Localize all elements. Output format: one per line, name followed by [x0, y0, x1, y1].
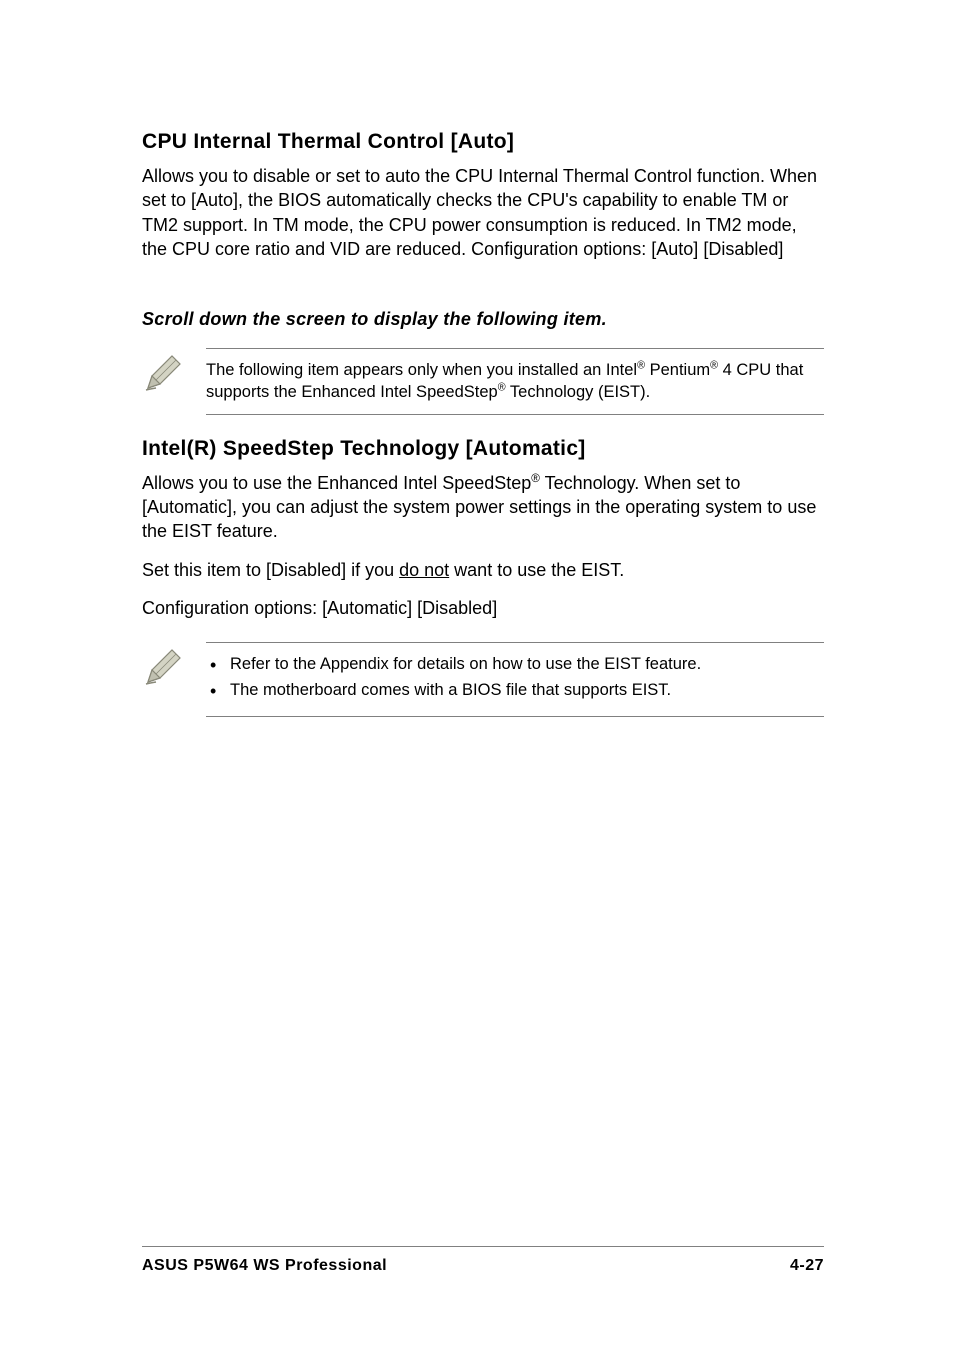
- page-content: CPU Internal Thermal Control [Auto] Allo…: [0, 0, 954, 717]
- section2: Intel(R) SpeedStep Technology [Automatic…: [142, 437, 824, 620]
- note2-bullet1: Refer to the Appendix for details on how…: [230, 653, 824, 675]
- reg-mark: ®: [710, 360, 718, 372]
- note1-mid: Pentium: [645, 361, 710, 379]
- footer-right: 4-27: [790, 1257, 824, 1275]
- note1-text: The following item appears only when you…: [206, 348, 824, 415]
- section2-body3: Configuration options: [Automatic] [Disa…: [142, 596, 824, 620]
- scroll-subheading: Scroll down the screen to display the fo…: [142, 309, 824, 330]
- section1-heading: CPU Internal Thermal Control [Auto]: [142, 130, 824, 154]
- section2-heading: Intel(R) SpeedStep Technology [Automatic…: [142, 437, 824, 461]
- note-block-2: Refer to the Appendix for details on how…: [142, 642, 824, 717]
- note2-bullet2: The motherboard comes with a BIOS file t…: [230, 679, 824, 701]
- note2-text: Refer to the Appendix for details on how…: [206, 642, 824, 717]
- pencil-icon: [142, 352, 184, 394]
- section1-body: Allows you to disable or set to auto the…: [142, 164, 824, 261]
- note1-pre: The following item appears only when you…: [206, 361, 637, 379]
- body2-post: want to use the EIST.: [449, 560, 624, 580]
- note1-tail: Technology (EIST).: [506, 383, 651, 401]
- section2-body2: Set this item to [Disabled] if you do no…: [142, 558, 824, 582]
- body2-underline: do not: [399, 560, 449, 580]
- page-footer: ASUS P5W64 WS Professional 4-27: [142, 1246, 824, 1275]
- reg-mark: ®: [531, 472, 540, 485]
- reg-mark: ®: [498, 382, 506, 394]
- footer-left: ASUS P5W64 WS Professional: [142, 1257, 387, 1275]
- section2-body1: Allows you to use the Enhanced Intel Spe…: [142, 471, 824, 544]
- note-block-1: The following item appears only when you…: [142, 348, 824, 415]
- pencil-icon: [142, 646, 184, 688]
- body1-pre: Allows you to use the Enhanced Intel Spe…: [142, 473, 531, 493]
- reg-mark: ®: [637, 360, 645, 372]
- body2-pre: Set this item to [Disabled] if you: [142, 560, 399, 580]
